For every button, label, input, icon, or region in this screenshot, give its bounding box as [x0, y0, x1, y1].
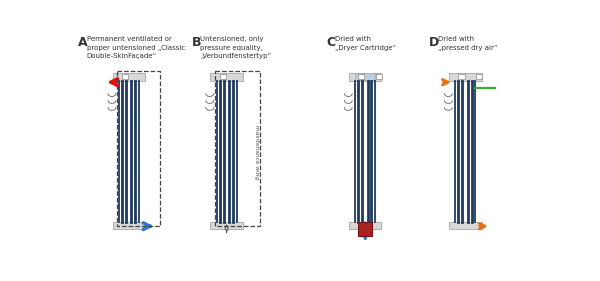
Bar: [449, 73, 482, 81]
Bar: [122, 74, 128, 79]
Bar: [211, 73, 243, 81]
Bar: [355, 73, 375, 80]
Text: A: A: [78, 36, 88, 49]
Text: Dried with
„pressed dry air“: Dried with „pressed dry air“: [437, 36, 497, 51]
Text: C: C: [327, 36, 336, 49]
Bar: [118, 71, 160, 226]
Bar: [476, 74, 482, 79]
Text: Dried with
„Dryer Cartridge“: Dried with „Dryer Cartridge“: [335, 36, 397, 51]
Bar: [215, 71, 260, 226]
Text: Untensioned, only
pressure equality,
„Verbundfenstertyp“: Untensioned, only pressure equality, „Ve…: [200, 36, 272, 59]
Bar: [220, 74, 226, 79]
Text: maintenance wing: maintenance wing: [254, 125, 259, 179]
Bar: [113, 73, 145, 81]
Bar: [449, 222, 482, 229]
Bar: [349, 222, 382, 229]
Bar: [358, 74, 364, 79]
Bar: [349, 73, 382, 81]
Text: B: B: [192, 36, 202, 49]
Bar: [458, 74, 464, 79]
Text: Permanent ventilated or
proper untensioned „Classic
Double-SkinFaçade“: Permanent ventilated or proper untension…: [86, 36, 185, 59]
Bar: [113, 222, 145, 229]
Text: D: D: [429, 36, 439, 49]
Bar: [211, 222, 243, 229]
Bar: [358, 222, 372, 236]
Bar: [376, 74, 382, 79]
